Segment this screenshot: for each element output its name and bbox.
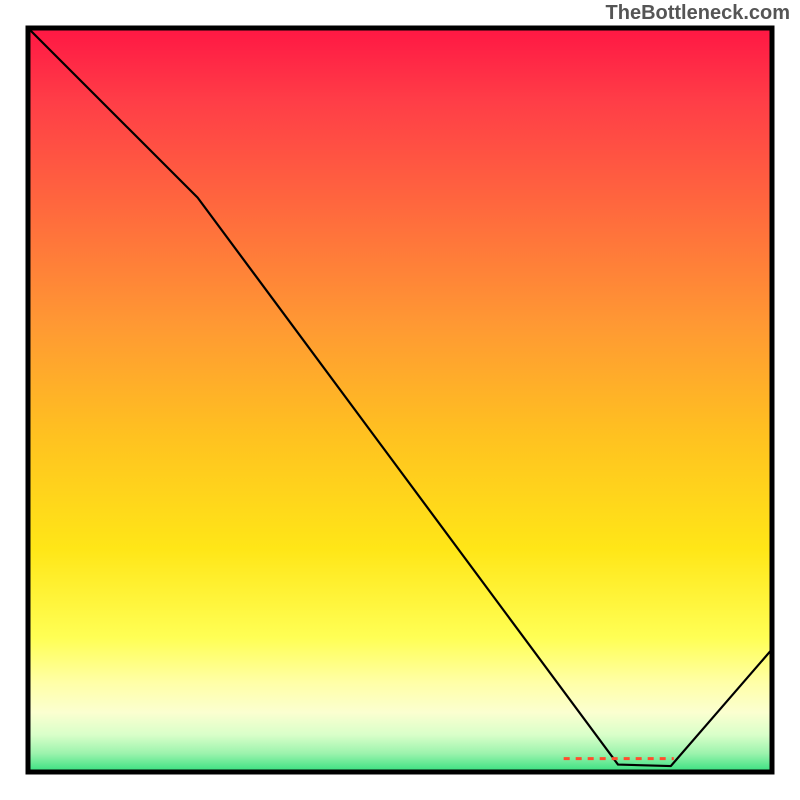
- watermark-text: TheBottleneck.com: [606, 2, 790, 25]
- bottleneck-chart: [0, 0, 800, 800]
